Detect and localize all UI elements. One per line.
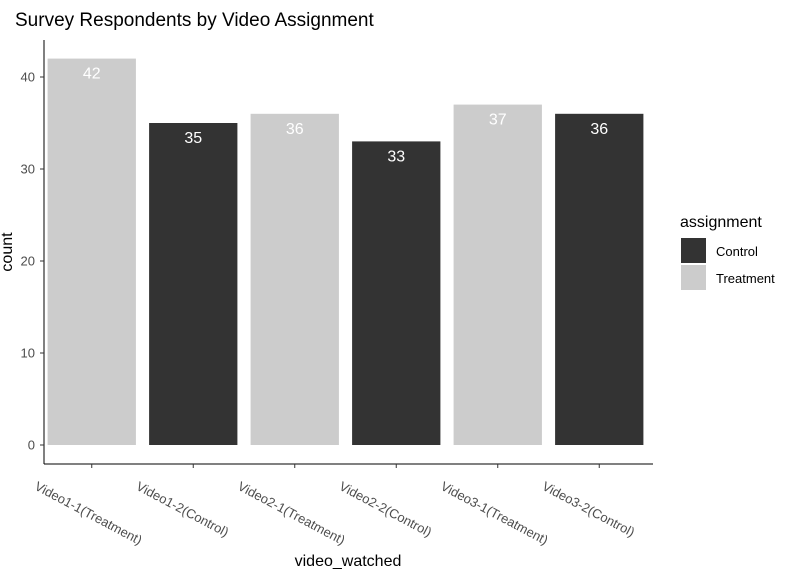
- x-tick-label: Video2-1(Treatment): [235, 478, 347, 547]
- x-tick-label: Video1-1(Treatment): [32, 478, 144, 547]
- x-tick-label: Video1-2(Control): [134, 478, 231, 539]
- legend-swatch: [681, 238, 706, 263]
- legend-title: assignment: [680, 214, 762, 231]
- x-tick-label: Video3-2(Control): [540, 478, 637, 539]
- bar: [453, 104, 542, 445]
- legend-swatch: [681, 265, 706, 290]
- x-tick-label: Video2-2(Control): [337, 478, 434, 539]
- bar: [555, 113, 644, 446]
- x-tick-label: Video3-1(Treatment): [438, 478, 550, 547]
- bar-value-label: 37: [489, 112, 507, 129]
- bar: [250, 113, 339, 446]
- legend: assignment Control Treatment: [680, 214, 775, 290]
- y-tick-label: 0: [28, 438, 35, 453]
- bar: [149, 123, 238, 445]
- y-tick-label: 40: [21, 70, 35, 85]
- bar-value-label: 42: [83, 66, 101, 83]
- chart-title: Survey Respondents by Video Assignment: [15, 10, 374, 31]
- bar: [47, 58, 136, 445]
- bar-value-label: 35: [184, 130, 202, 147]
- legend-label: Control: [716, 244, 758, 259]
- bar-value-label: 36: [286, 121, 304, 138]
- x-axis-title: video_watched: [295, 553, 402, 570]
- y-tick-label: 20: [21, 254, 35, 269]
- plot-area: 0 10 20 30 40 42 Video1-1(Treatment) 35 Video1-2…: [21, 40, 653, 548]
- bar-value-label: 36: [590, 121, 608, 138]
- bar: [352, 141, 441, 445]
- y-tick-label: 10: [21, 346, 35, 361]
- y-tick-label: 30: [21, 162, 35, 177]
- bar-value-label: 33: [387, 148, 405, 165]
- legend-label: Treatment: [716, 271, 775, 286]
- y-axis-title: count: [0, 232, 16, 272]
